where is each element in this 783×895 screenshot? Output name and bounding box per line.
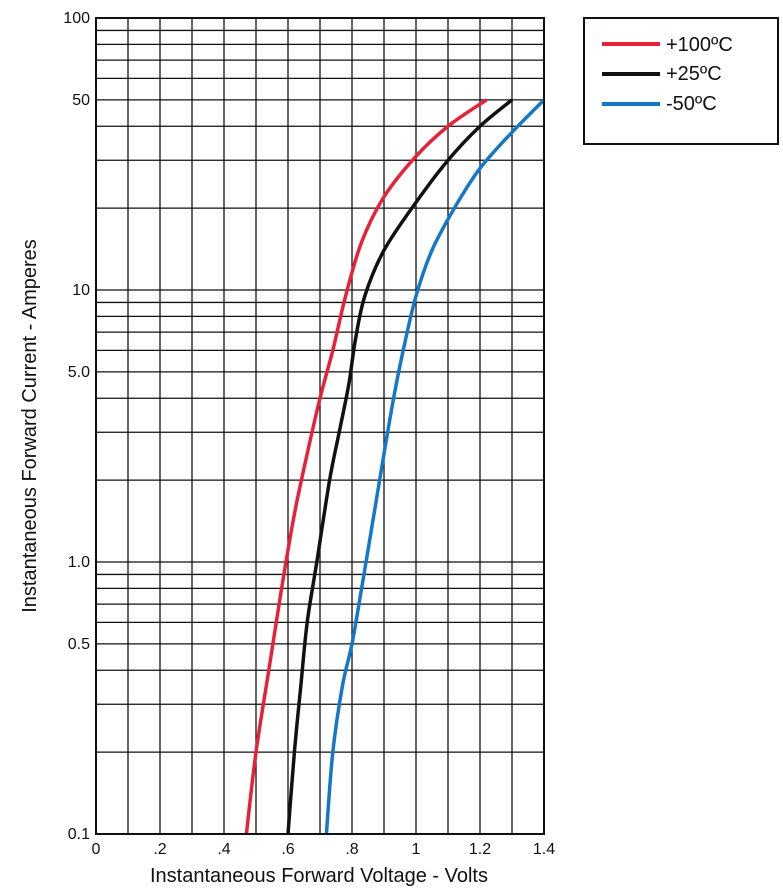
x-tick-label: 1.2 (469, 841, 491, 858)
x-tick-label: .6 (281, 841, 294, 858)
x-tick-label: 1 (412, 841, 421, 858)
series-line-100c (244, 98, 488, 835)
series-layer (244, 98, 546, 835)
x-axis-title: Instantaneous Forward Voltage - Volts (150, 865, 488, 887)
y-tick-label: 0.1 (68, 826, 90, 843)
plot-frame (95, 17, 545, 835)
x-tick-label: .8 (345, 841, 358, 858)
series-line-minus50c (324, 98, 546, 835)
x-tick-label: .4 (217, 841, 230, 858)
x-tick-label: 1.4 (533, 841, 555, 858)
series-line-25c (286, 98, 514, 835)
legend-box (583, 17, 779, 145)
y-tick-label: 1.0 (68, 554, 90, 571)
y-tick-label: 0.5 (68, 636, 90, 653)
y-axis-title: Instantaneous Forward Current - Amperes (19, 239, 41, 613)
legend: +100ºC +25ºC -50ºC (583, 17, 779, 145)
y-tick-label: 10 (72, 282, 90, 299)
ticks: 0 .2 .4 .6 .8 1 1.2 1.4 0.1 0.5 1.0 5.0 10 50 100 (63, 10, 555, 858)
y-tick-label: 5.0 (68, 364, 90, 381)
y-tick-label: 100 (63, 10, 90, 27)
x-tick-label: 0 (92, 841, 101, 858)
x-tick-label: .2 (153, 841, 166, 858)
legend-label-minus50c: -50ºC (666, 93, 717, 115)
grid (95, 18, 545, 835)
legend-label-25c: +25ºC (666, 63, 722, 85)
y-tick-label: 50 (72, 92, 90, 109)
legend-label-100c: +100ºC (666, 34, 733, 56)
